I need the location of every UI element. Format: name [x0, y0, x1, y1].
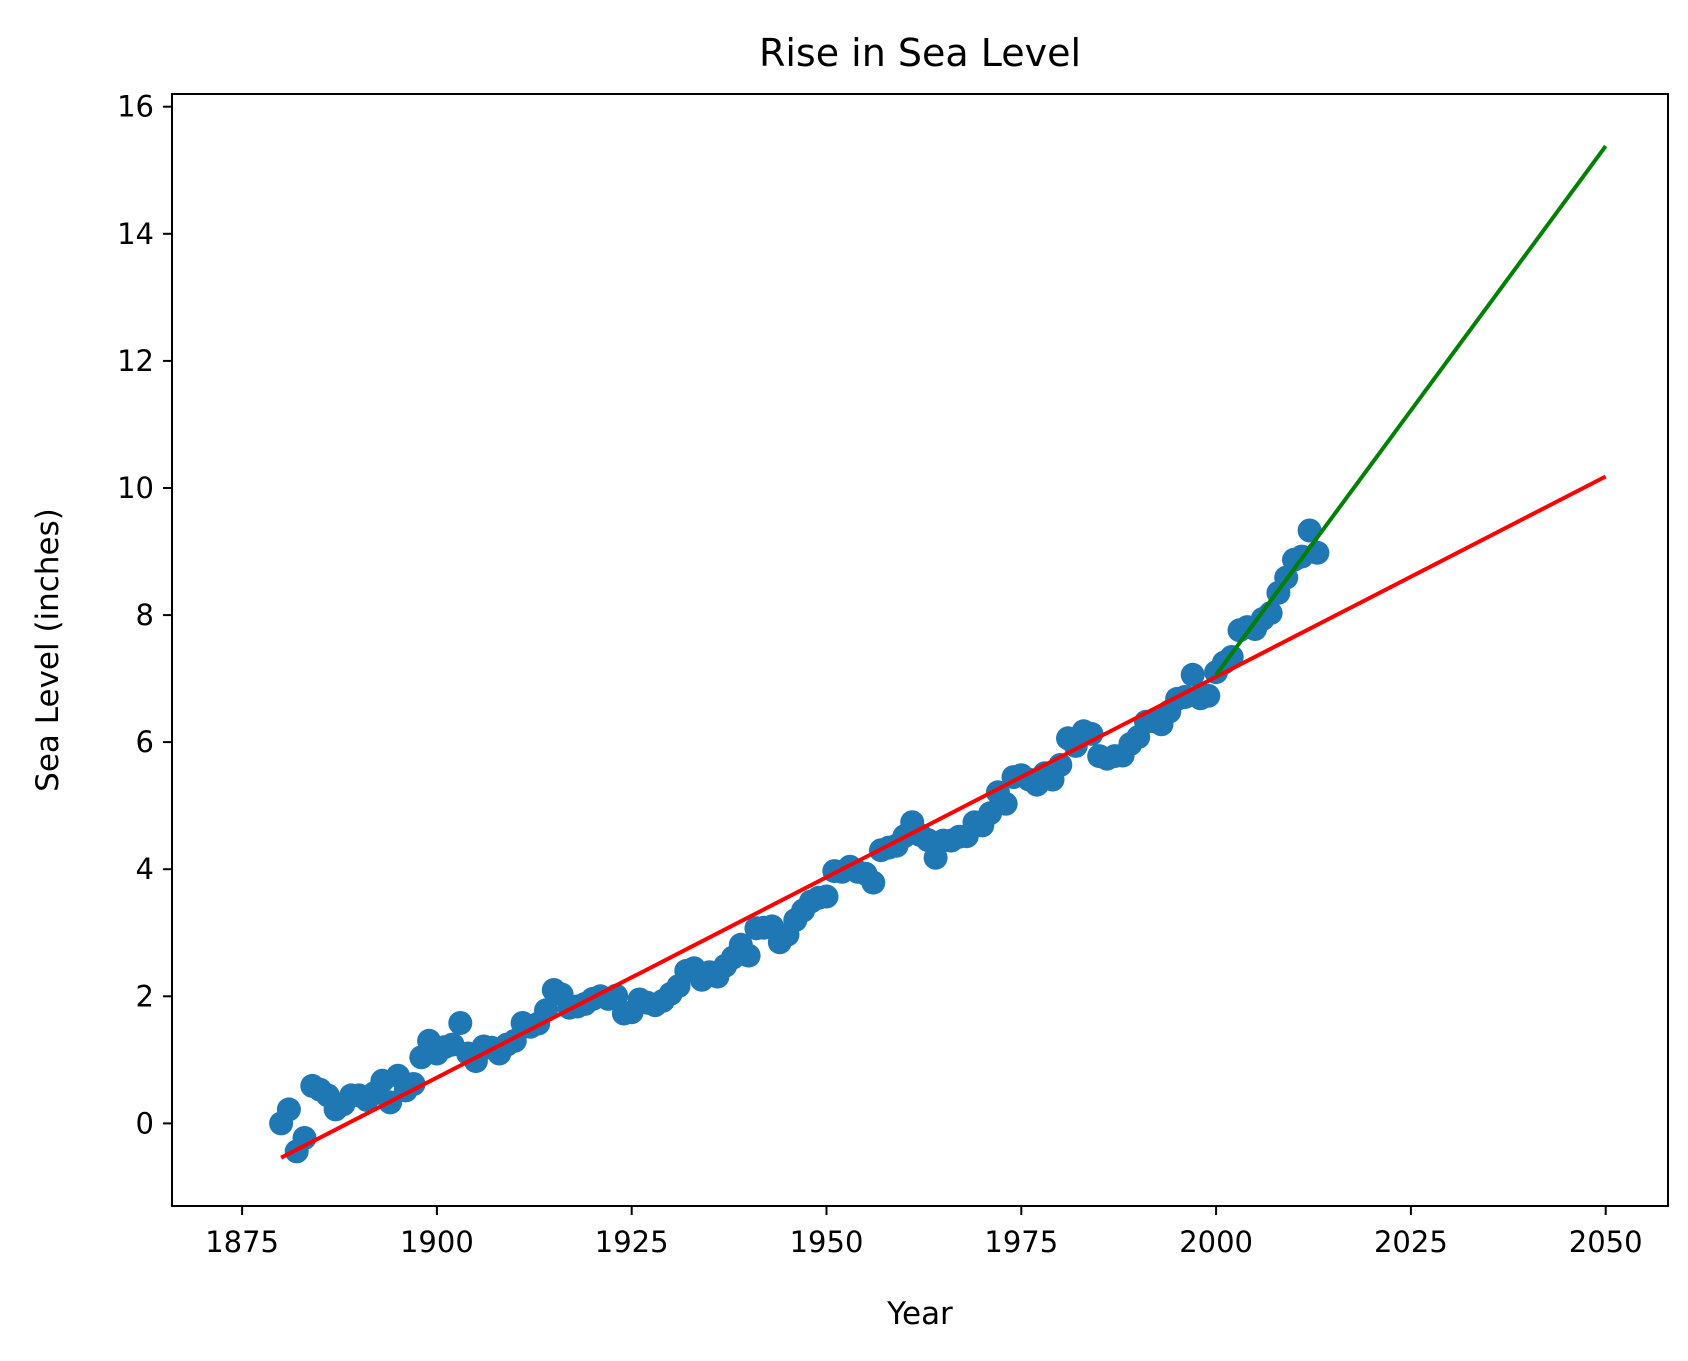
data-point — [993, 791, 1018, 816]
data-point — [1180, 662, 1205, 687]
data-point — [1196, 683, 1221, 708]
y-tick-label: 12 — [117, 344, 154, 378]
y-tick-label: 2 — [136, 979, 154, 1013]
data-point — [736, 943, 761, 968]
data-point — [1305, 540, 1330, 565]
data-point — [861, 870, 886, 895]
data-point — [401, 1072, 426, 1096]
x-tick-label: 2000 — [1179, 1225, 1253, 1259]
y-tick-label: 0 — [136, 1106, 154, 1140]
y-tick-label: 14 — [117, 217, 154, 251]
x-tick-label: 2050 — [1569, 1225, 1643, 1259]
y-tick-label: 4 — [136, 852, 154, 886]
best-fit-line-from-2000 — [1214, 144, 1608, 676]
x-tick-label: 1900 — [400, 1225, 474, 1259]
x-axis: 1875 1900 1925 1950 1975 2000 2025 2050 — [205, 1206, 1643, 1259]
x-tick-label: 2025 — [1374, 1225, 1448, 1259]
x-tick-label: 1950 — [790, 1225, 864, 1259]
y-tick-label: 6 — [136, 725, 154, 759]
y-axis: 0 2 4 6 8 10 12 14 16 — [117, 90, 172, 1140]
x-tick-label: 1975 — [984, 1225, 1058, 1259]
y-tick-label: 8 — [136, 598, 154, 632]
plot-frame — [171, 93, 1669, 1207]
y-tick-label: 16 — [117, 90, 154, 124]
data-point — [276, 1097, 301, 1122]
data-point — [814, 884, 839, 909]
best-fit-line-all-years — [280, 474, 1607, 1160]
x-tick-label: 1925 — [595, 1225, 669, 1259]
data-point — [448, 1011, 473, 1035]
plot-marks — [269, 144, 1608, 1164]
chart-title: Rise in Sea Level — [759, 31, 1081, 75]
x-axis-label: Year — [886, 1296, 953, 1332]
x-tick-label: 1875 — [205, 1225, 279, 1259]
y-axis-label: Sea Level (inches) — [30, 508, 66, 792]
y-tick-label: 10 — [117, 471, 154, 505]
